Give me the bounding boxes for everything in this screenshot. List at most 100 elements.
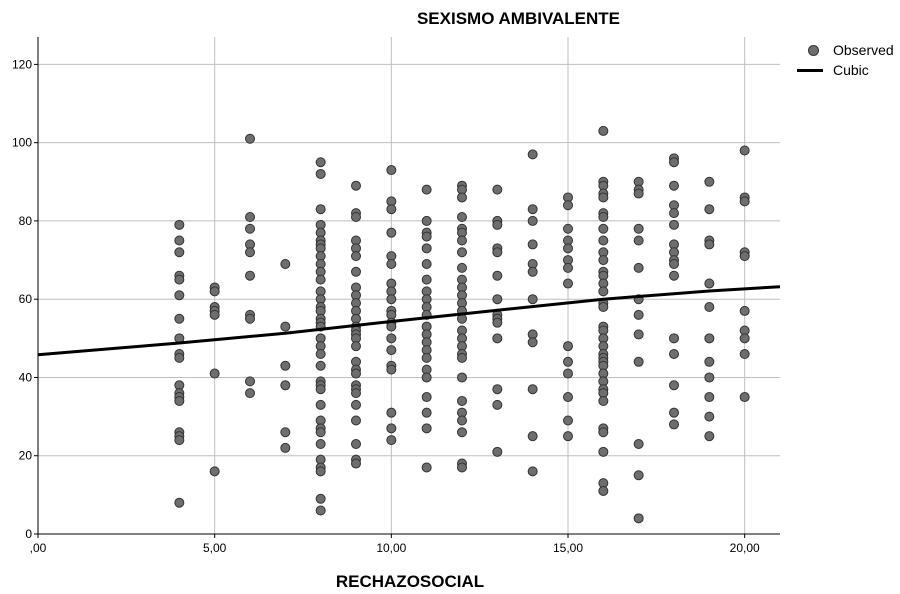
observed-point [633,329,644,340]
cubic-fit-line [37,285,781,357]
x-tick-label: ,00 [30,541,47,555]
observed-point [174,274,185,285]
observed-point [739,392,750,403]
observed-point [457,247,467,258]
observed-point [386,364,397,375]
observed-point [492,384,503,395]
observed-point [633,356,644,367]
observed-point [351,368,361,379]
observed-point [174,235,185,246]
observed-point [315,348,326,359]
observed-point [421,352,432,363]
observed-point [386,227,397,238]
observed-point [704,411,715,422]
observed-point [527,337,538,348]
observed-point [315,204,326,215]
observed-point [245,133,255,144]
observed-point [669,380,679,391]
observed-point [704,392,715,403]
observed-point [563,200,573,211]
observed-point [669,157,679,168]
grid [38,37,780,534]
observed-point [563,415,573,426]
x-tick-label: 10,00 [376,541,406,555]
observed-point [421,243,432,254]
observed-point [598,223,609,234]
observed-point [245,223,255,234]
observed-point [315,360,326,371]
observed-point [492,219,503,230]
observed-point [739,333,750,344]
observed-point [245,212,255,223]
y-tick-label: 80 [19,214,33,228]
observed-point [704,278,715,289]
observed-point [421,184,432,195]
x-tick-label: 15,00 [553,541,583,555]
observed-point [633,188,644,199]
observed-point [421,392,432,403]
observed-point [598,395,609,406]
observed-point [386,165,397,176]
observed-point [280,321,291,332]
chart-title: SEXISMO AMBIVALENTE [416,9,621,28]
observed-point [386,345,397,356]
observed-point [351,212,361,223]
observed-point [457,395,467,406]
observed-point [739,348,750,359]
observed-point [457,235,467,246]
x-tick-label: 20,00 [730,541,760,555]
observed-point [669,208,679,219]
observed-point [209,286,220,297]
observed-point [315,505,326,516]
observed-point [563,368,573,379]
observed-point [386,294,397,305]
observed-point [209,309,220,320]
observed-point [457,352,467,363]
observed-point [315,157,326,168]
observed-point [457,462,467,473]
observed-point [527,384,538,395]
observed-point [527,215,538,226]
legend-label-observed: Observed [833,42,894,58]
observed-point [421,215,432,226]
observed-point [492,333,503,344]
observed-point [669,419,679,430]
observed-point [563,431,573,442]
observed-point [527,466,538,477]
observed-point [669,348,679,359]
observed-point [245,270,255,281]
observed-point [704,176,715,187]
observed-point [492,399,503,410]
observed-point [739,305,750,316]
observed-point [245,376,255,387]
observed-point [633,223,644,234]
y-tick-label: 100 [12,136,32,150]
observed-point [351,251,361,262]
observed-point [457,415,467,426]
observed-point [527,149,538,160]
observed-point [351,266,361,277]
observed-point [669,258,679,269]
cubic-line-icon [797,60,833,80]
observed-point [315,274,326,285]
observed-point [386,321,397,332]
observed-point [598,485,609,496]
observed-point [174,497,185,508]
observed-point [174,290,185,301]
observed-point [598,125,609,136]
observed-point [174,352,185,363]
observed-point [598,235,609,246]
observed-point [351,341,361,352]
observed-point [633,470,644,481]
observed-point [704,372,715,383]
legend: Observed Cubic [797,40,894,80]
observed-point [386,435,397,446]
observed-point [563,278,573,289]
observed-point [386,407,397,418]
observed-point [174,395,185,406]
observed-point [704,356,715,367]
y-tick-label: 40 [19,370,33,384]
observed-point [280,427,291,438]
observed-point [280,360,291,371]
observed-point [492,270,503,281]
